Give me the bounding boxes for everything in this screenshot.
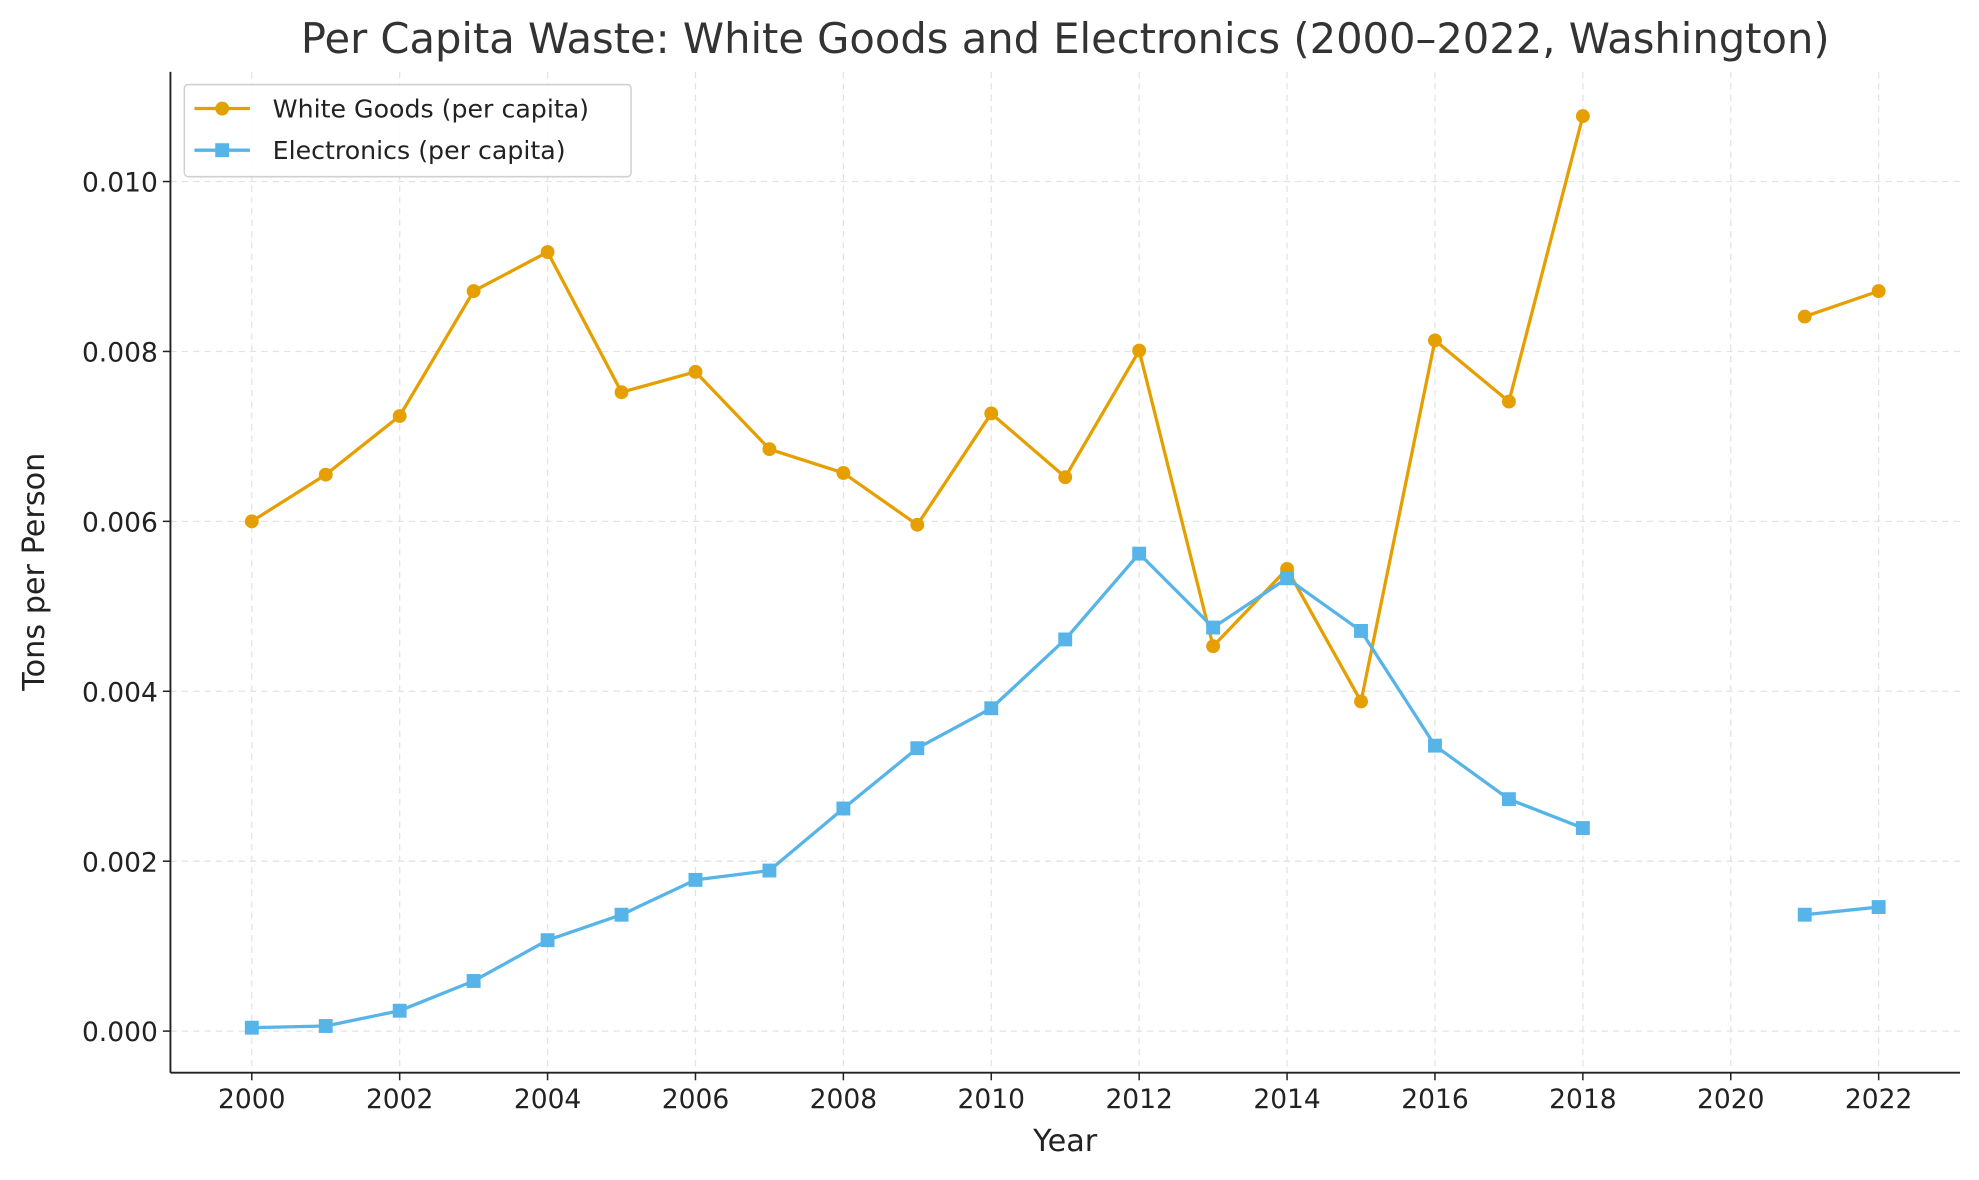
data-point	[1058, 632, 1073, 647]
data-point	[1206, 620, 1221, 635]
x-tick-label: 2016	[1401, 1084, 1468, 1115]
y-tick-label: 0.008	[82, 338, 158, 369]
x-tick-label: 2004	[514, 1084, 581, 1115]
grid	[170, 71, 1961, 1073]
y-axis-label: Tons per Person	[17, 453, 52, 692]
data-point	[466, 974, 481, 988]
data-point	[1797, 907, 1812, 922]
data-point	[392, 1003, 407, 1018]
data-point	[244, 1020, 259, 1035]
x-tick-label: 2008	[810, 1084, 877, 1115]
x-tick-label: 2012	[1105, 1084, 1172, 1115]
x-tick-label: 2014	[1253, 1084, 1320, 1115]
data-point	[836, 465, 851, 480]
legend-label: Electronics (per capita)	[273, 136, 566, 165]
data-point	[392, 409, 407, 423]
data-point	[910, 741, 925, 756]
data-point	[614, 907, 629, 922]
data-point	[1132, 546, 1147, 561]
series-layer	[244, 109, 1886, 1035]
data-point	[1501, 394, 1516, 409]
data-point	[1871, 284, 1886, 299]
x-tick-label: 2010	[958, 1084, 1025, 1115]
data-point	[1058, 470, 1073, 485]
data-point	[688, 872, 703, 887]
data-point	[466, 284, 481, 299]
y-tick-label: 0.010	[82, 168, 158, 199]
data-point	[1575, 821, 1590, 835]
y-tick-label: 0.004	[82, 677, 158, 708]
data-point	[1354, 624, 1368, 638]
data-point	[984, 406, 999, 421]
y-tick-label: 0.000	[82, 1017, 158, 1048]
legend: White Goods (per capita) Electronics (per…	[183, 83, 632, 178]
x-tick-label: 2020	[1697, 1084, 1764, 1115]
data-point	[244, 514, 259, 529]
series-line	[1804, 905, 1879, 917]
series-line	[250, 115, 1585, 704]
data-point	[1575, 109, 1590, 124]
y-tick-label: 0.006	[82, 507, 158, 538]
data-point	[540, 933, 555, 948]
data-point	[1501, 792, 1516, 807]
data-point	[540, 245, 555, 259]
legend-box	[183, 83, 632, 178]
data-point	[836, 801, 851, 816]
series-line	[1804, 289, 1880, 319]
legend-marker	[215, 101, 230, 116]
x-tick-label: 2022	[1845, 1084, 1912, 1115]
data-point	[1871, 900, 1886, 915]
x-tick-label: 2006	[662, 1084, 729, 1115]
data-point	[1428, 333, 1442, 348]
x-axis-label: Year	[1032, 1124, 1098, 1159]
series-white-goods	[244, 109, 1886, 709]
data-point	[614, 385, 629, 400]
data-point	[318, 1019, 333, 1033]
legend-label: White Goods (per capita)	[273, 94, 589, 123]
data-point	[910, 517, 925, 532]
data-point	[762, 442, 777, 457]
data-point	[1206, 639, 1221, 654]
data-point	[1354, 694, 1368, 709]
chart-title: Per Capita Waste: White Goods and Electr…	[301, 14, 1830, 63]
y-tick-label: 0.002	[82, 847, 158, 878]
data-point	[762, 863, 777, 878]
data-point	[318, 467, 333, 482]
x-tick-label: 2018	[1549, 1084, 1616, 1115]
data-point	[984, 701, 999, 716]
x-tick-label: 2000	[218, 1084, 285, 1115]
data-point	[1280, 571, 1295, 586]
x-tick-label: 2002	[366, 1084, 433, 1115]
data-point	[1132, 343, 1147, 358]
series-line	[251, 552, 1584, 1030]
data-point	[1428, 738, 1442, 753]
data-point	[1797, 309, 1812, 324]
legend-marker	[215, 143, 230, 158]
data-point	[688, 364, 703, 379]
axes: 2000 2002 2004 2006 2008 2010 2012 2014 2016 2018…	[82, 71, 1961, 1115]
series-electronics	[244, 546, 1886, 1035]
